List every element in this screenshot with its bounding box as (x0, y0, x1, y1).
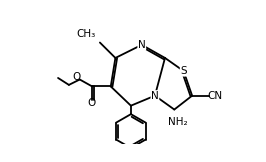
Text: NH₂: NH₂ (168, 117, 188, 127)
Text: CH₃: CH₃ (77, 29, 96, 40)
Text: S: S (180, 66, 187, 76)
Text: O: O (73, 72, 81, 82)
Text: N: N (138, 40, 146, 50)
Text: N: N (151, 91, 159, 101)
Text: O: O (87, 98, 95, 108)
Text: CN: CN (207, 91, 222, 101)
